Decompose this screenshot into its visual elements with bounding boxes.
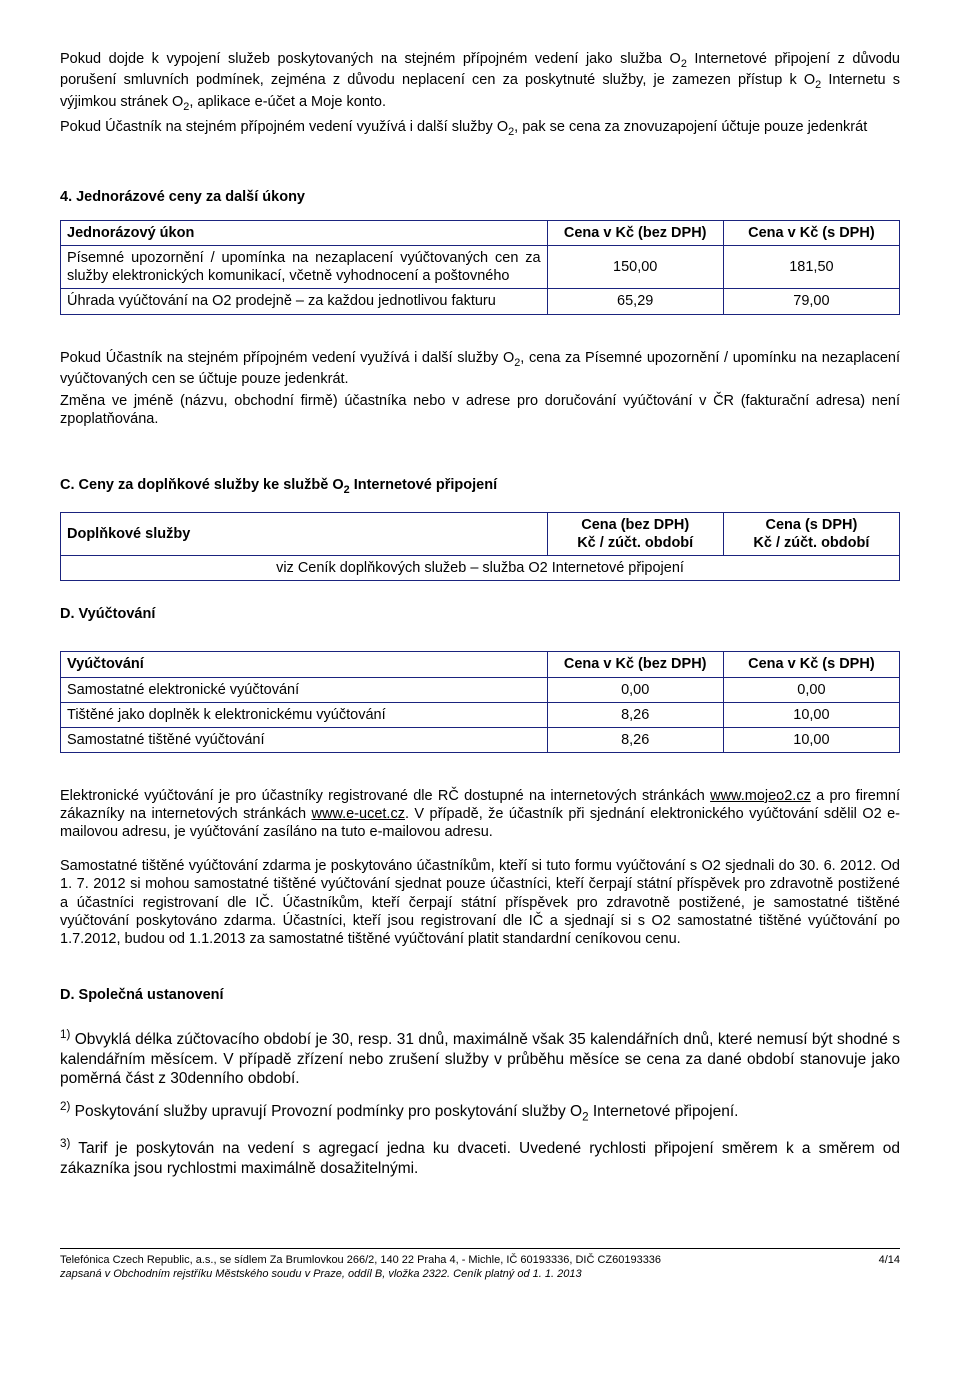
col-header: Cena (bez DPH) Kč / zúčt. období [547, 512, 723, 555]
col-header: Vyúčtování [61, 652, 548, 677]
superscript: 1) [60, 1028, 70, 1041]
text: Poskytování služby upravují Provozní pod… [70, 1103, 582, 1120]
table-doplnkove-sluzby: Doplňkové služby Cena (bez DPH) Kč / zúč… [60, 512, 900, 581]
text: Internetové připojení [350, 477, 497, 493]
section-d-spolecna-heading: D. Společná ustanovení [60, 986, 900, 1004]
footer-line-1: Telefónica Czech Republic, a.s., se sídl… [60, 1254, 661, 1266]
section-4-heading: 4. Jednorázové ceny za další úkony [60, 188, 900, 206]
text: , pak se cena za znovuzapojení účtuje po… [514, 119, 867, 135]
table-row: Tištěné jako doplněk k elektronickému vy… [61, 702, 900, 727]
note-3: 3) Tarif je poskytován na vedení s agreg… [60, 1137, 900, 1178]
table-row: Úhrada vyúčtování na O2 prodejně – za ka… [61, 289, 900, 314]
note-2: 2) Poskytování služby upravují Provozní … [60, 1100, 900, 1125]
cell-value: 150,00 [547, 246, 723, 289]
after-sec4-paragraph-1: Pokud Účastník na stejném přípojném vede… [60, 349, 900, 389]
table-vyuctovani: Vyúčtování Cena v Kč (bez DPH) Cena v Kč… [60, 651, 900, 753]
section-d-vyuctovani-heading: D. Vyúčtování [60, 605, 900, 623]
col-header: Cena (s DPH) Kč / zúčt. období [723, 512, 899, 555]
col-header: Jednorázový úkon [61, 221, 548, 246]
text: Pokud Účastník na stejném přípojném vede… [60, 350, 514, 366]
cell-value: 79,00 [723, 289, 899, 314]
cell-label: Písemné upozornění / upomínka na nezapla… [61, 246, 548, 289]
col-header: Cena v Kč (bez DPH) [547, 221, 723, 246]
note-1: 1) Obvyklá délka zúčtovacího období je 3… [60, 1028, 900, 1088]
table-header-row: Vyúčtování Cena v Kč (bez DPH) Cena v Kč… [61, 652, 900, 677]
intro-paragraph-2: Pokud Účastník na stejném přípojném vede… [60, 118, 900, 139]
text: Kč / zúčt. období [577, 535, 693, 551]
page-content: Pokud dojde k vypojení služeb poskytovan… [0, 0, 960, 1312]
section-c-heading: C. Ceny za doplňkové služby ke službě O2… [60, 476, 900, 497]
after-d-paragraph-1: Elektronické vyúčtování je pro účastníky… [60, 787, 900, 841]
cell-value: 0,00 [547, 677, 723, 702]
cell-label: Samostatné tištěné vyúčtování [61, 727, 548, 752]
text: Pokud Účastník na stejném přípojném vede… [60, 119, 508, 135]
link-text: www.mojeo2.cz [710, 788, 811, 804]
text: Pokud dojde k vypojení služeb poskytovan… [60, 51, 681, 67]
table-jednorazove-ceny: Jednorázový úkon Cena v Kč (bez DPH) Cen… [60, 220, 900, 315]
table-row: viz Ceník doplňkových služeb – služba O2… [61, 556, 900, 581]
cell-merged: viz Ceník doplňkových služeb – služba O2… [61, 556, 900, 581]
col-header: Cena v Kč (s DPH) [723, 652, 899, 677]
page-footer: Telefónica Czech Republic, a.s., se sídl… [60, 1248, 900, 1282]
text: C. Ceny za doplňkové služby ke službě O [60, 477, 344, 493]
footer-line-2: zapsaná v Obchodním rejstříku Městského … [60, 1268, 582, 1280]
cell-value: 65,29 [547, 289, 723, 314]
col-header: Cena v Kč (bez DPH) [547, 652, 723, 677]
text: Cena (bez DPH) [581, 517, 689, 533]
text: Obvyklá délka zúčtovacího období je 30, … [60, 1031, 900, 1087]
text: Elektronické vyúčtování je pro účastníky… [60, 788, 710, 804]
text: Internetové připojení. [589, 1103, 739, 1120]
col-header: Doplňkové služby [61, 512, 548, 555]
table-row: Samostatné tištěné vyúčtování 8,26 10,00 [61, 727, 900, 752]
cell-label: Tištěné jako doplněk k elektronickému vy… [61, 702, 548, 727]
superscript: 3) [60, 1137, 70, 1150]
table-row: Písemné upozornění / upomínka na nezapla… [61, 246, 900, 289]
text: Tarif je poskytován na vedení s agregací… [60, 1140, 900, 1176]
cell-label: Samostatné elektronické vyúčtování [61, 677, 548, 702]
table-row: Samostatné elektronické vyúčtování 0,00 … [61, 677, 900, 702]
text: Cena (s DPH) [765, 517, 857, 533]
cell-value: 181,50 [723, 246, 899, 289]
footer-left: Telefónica Czech Republic, a.s., se sídl… [60, 1254, 661, 1282]
cell-value: 0,00 [723, 677, 899, 702]
superscript: 2) [60, 1100, 70, 1113]
table-header-row: Jednorázový úkon Cena v Kč (bez DPH) Cen… [61, 221, 900, 246]
footer-page-number: 4/14 [879, 1254, 900, 1282]
table-header-row: Doplňkové služby Cena (bez DPH) Kč / zúč… [61, 512, 900, 555]
cell-value: 10,00 [723, 702, 899, 727]
cell-value: 8,26 [547, 702, 723, 727]
text: Kč / zúčt. období [753, 535, 869, 551]
intro-paragraph-1: Pokud dojde k vypojení služeb poskytovan… [60, 50, 900, 114]
link-text: www.e-ucet.cz [311, 806, 404, 822]
cell-value: 8,26 [547, 727, 723, 752]
cell-label: Úhrada vyúčtování na O2 prodejně – za ka… [61, 289, 548, 314]
after-d-paragraph-2: Samostatné tištěné vyúčtování zdarma je … [60, 857, 900, 948]
text: , aplikace e-účet a Moje konto. [189, 94, 386, 110]
after-sec4-paragraph-2: Změna ve jméně (názvu, obchodní firmě) ú… [60, 392, 900, 428]
cell-value: 10,00 [723, 727, 899, 752]
col-header: Cena v Kč (s DPH) [723, 221, 899, 246]
